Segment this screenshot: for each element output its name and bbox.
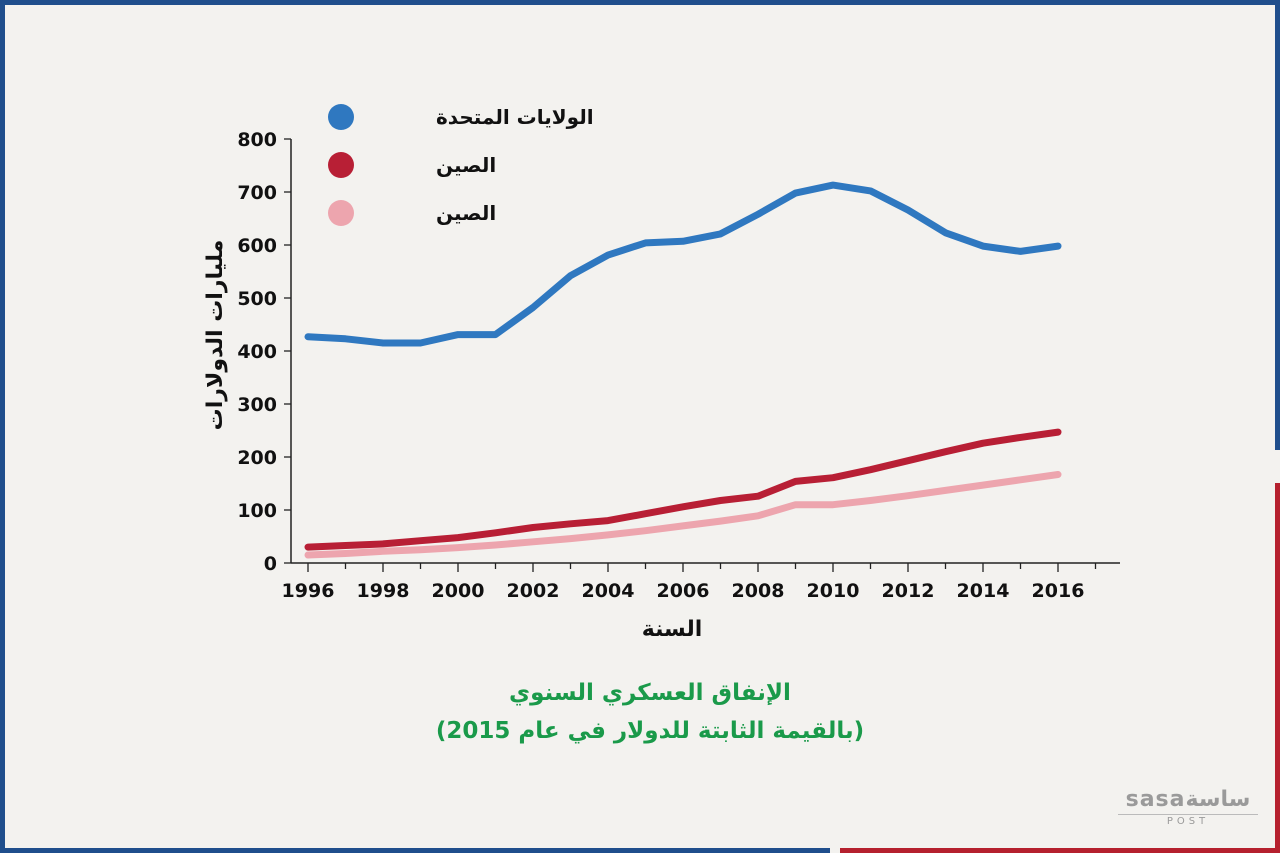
y-tick-label: 700 [237, 182, 277, 204]
x-tick-label: 1996 [282, 580, 335, 602]
frame-right-red-border [1275, 483, 1280, 853]
series-line [304, 471, 1062, 559]
x-tick-label: 2004 [582, 580, 635, 602]
chart-title: الإنفاق العسكري السنوي [509, 680, 791, 706]
x-tick-label: 2012 [882, 580, 935, 602]
x-axis-title: السنة [642, 617, 703, 642]
chart-subtitle: (بالقيمة الثابتة للدولار في عام 2015) [435, 718, 865, 744]
legend-swatch [328, 104, 354, 130]
sasapost-logo: sasaساسة POST [1118, 787, 1258, 827]
y-tick-label: 800 [237, 129, 277, 151]
frame-bottom-red-border [840, 848, 1280, 853]
y-tick-label: 0 [264, 553, 277, 575]
frame-top-border [0, 0, 1280, 5]
x-tick-label: 1998 [357, 580, 410, 602]
frame-left-border [0, 0, 5, 853]
chart-axes [290, 139, 1120, 564]
x-tick-label: 2002 [507, 580, 560, 602]
legend-label: الصين [436, 153, 496, 177]
y-axis-title: مليارات الدولارات [203, 240, 228, 431]
legend-label: الصين [436, 201, 496, 225]
frame-right-blue-border [1275, 0, 1280, 450]
x-tick-label: 2000 [432, 580, 485, 602]
y-tick-label: 300 [237, 394, 277, 416]
y-tick-label: 100 [237, 500, 277, 522]
x-tick-label: 2016 [1032, 580, 1085, 602]
legend-label: الولايات المتحدة [436, 105, 594, 129]
y-axis-ticks: 0 100 200 300 400 500 600 700 800 [237, 129, 291, 575]
legend-swatch [328, 200, 354, 226]
frame-bottom-blue-border [0, 848, 830, 853]
y-tick-label: 600 [237, 235, 277, 257]
x-tick-label: 2010 [807, 580, 860, 602]
y-tick-label: 200 [237, 447, 277, 469]
chart-series [304, 181, 1062, 559]
x-tick-label: 2006 [657, 580, 710, 602]
series-line [304, 181, 1062, 347]
series-line [304, 428, 1062, 551]
logo-main-text: sasaساسة [1125, 787, 1251, 812]
y-tick-label: 500 [237, 288, 277, 310]
x-tick-label: 2014 [957, 580, 1010, 602]
legend-item: الصين [328, 152, 496, 178]
legend-item: الصين [328, 200, 496, 226]
y-tick-label: 400 [237, 341, 277, 363]
x-axis-ticks: 1996 1998 2000 2002 2004 2006 2008 2010 2012 2014… [282, 563, 1097, 602]
x-tick-label: 2008 [732, 580, 785, 602]
legend-item: الولايات المتحدة [328, 104, 594, 130]
logo-sub-text: POST [1118, 814, 1258, 827]
legend-swatch [328, 152, 354, 178]
chart-legend: الولايات المتحدة الصين الصين [328, 104, 594, 226]
